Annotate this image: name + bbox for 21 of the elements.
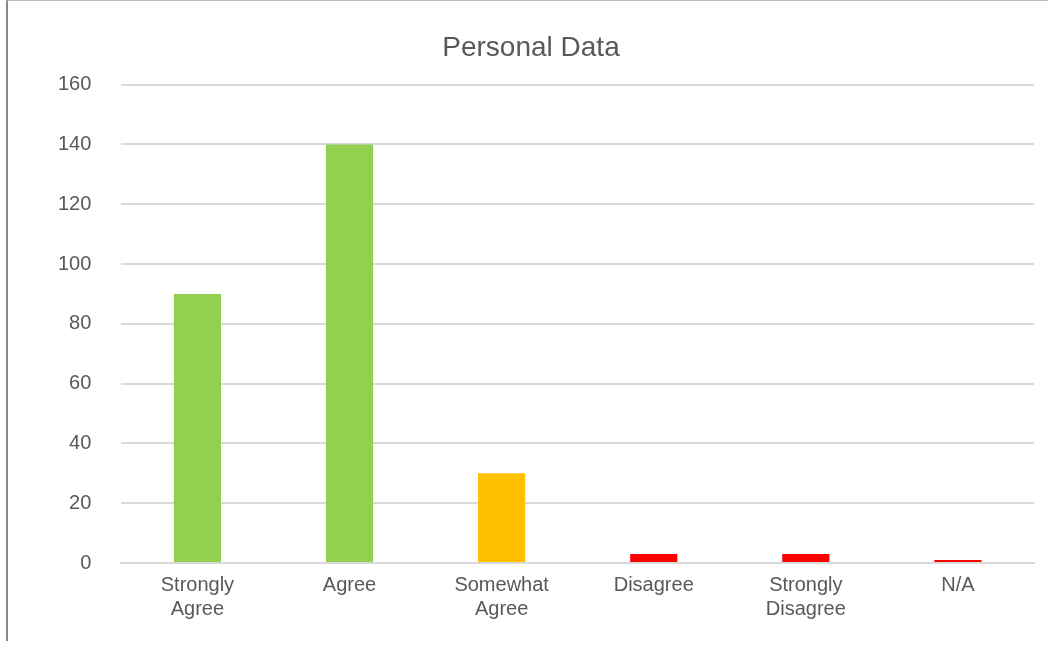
y-tick-label: 60 — [69, 371, 92, 394]
bar — [478, 473, 526, 562]
y-tick-label: 120 — [57, 191, 92, 214]
y-tick-label: 0 — [80, 550, 92, 573]
chart-title: Personal Data — [442, 30, 621, 62]
bar — [325, 144, 374, 562]
y-tick-label: 80 — [69, 311, 92, 334]
y-tick-label: 100 — [57, 251, 92, 274]
y-tick-label: 20 — [69, 490, 92, 513]
y-tick-label: 160 — [57, 72, 92, 95]
x-tick-label: N/A — [941, 572, 976, 595]
x-tick-label: Somewhat Agree — [454, 572, 550, 619]
x-tick-label: Agree — [322, 572, 377, 595]
y-tick-label: 140 — [57, 131, 92, 154]
bar — [782, 554, 830, 562]
x-tick-label: Strongly Disagree — [765, 572, 846, 619]
y-tick-label: 40 — [69, 430, 92, 453]
bar — [630, 554, 678, 562]
bar — [173, 293, 221, 562]
x-tick-label: Strongly Agree — [160, 572, 235, 619]
x-tick-label: Disagree — [613, 572, 694, 595]
